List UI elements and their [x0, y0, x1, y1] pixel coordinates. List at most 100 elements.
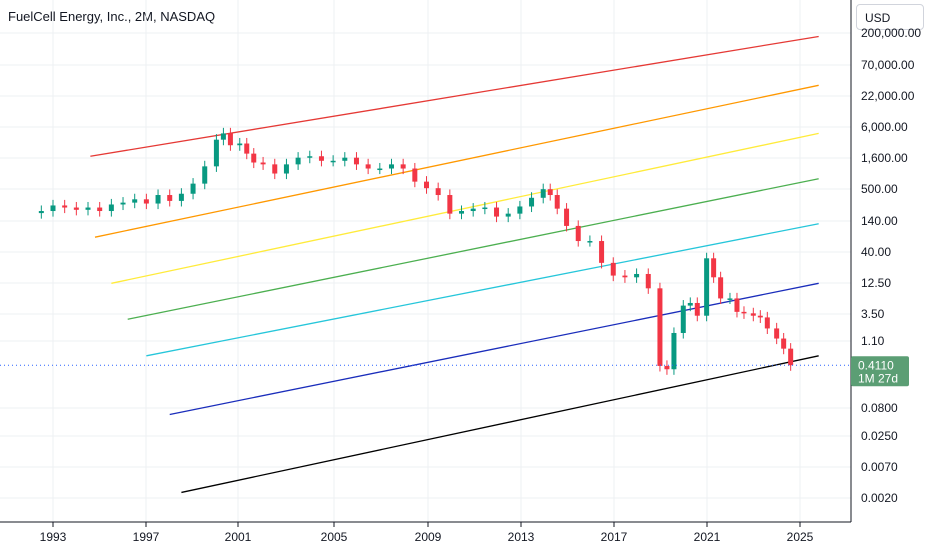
- x-tick-label: 1993: [40, 530, 67, 544]
- y-tick-label: 22,000.00: [861, 89, 915, 103]
- candle-body: [788, 348, 794, 366]
- candle-body: [178, 193, 184, 201]
- candle-body: [365, 164, 371, 169]
- candle-body: [400, 164, 406, 169]
- channel-line: [111, 132, 819, 284]
- candle-body: [143, 199, 149, 204]
- candle-body: [342, 157, 348, 161]
- candle-body: [711, 258, 717, 278]
- channel-line: [181, 355, 819, 494]
- currency-selector[interactable]: USD: [856, 4, 924, 30]
- candle-body: [757, 315, 763, 318]
- candle-body: [664, 365, 670, 370]
- y-tick-label: 70,000.00: [861, 58, 915, 72]
- candle-body: [237, 143, 243, 146]
- candle-body: [494, 207, 500, 217]
- candle-body: [727, 298, 733, 300]
- candle-body: [377, 168, 383, 171]
- candle-body: [540, 189, 546, 198]
- candle-body: [167, 195, 173, 201]
- x-tick-label: 2001: [225, 530, 252, 544]
- channel-line: [127, 178, 819, 320]
- candle-body: [435, 188, 441, 196]
- candle-body: [85, 207, 91, 210]
- channel-line: [94, 84, 819, 238]
- last-price-value: 0.4110: [858, 358, 894, 372]
- candle-body: [529, 197, 535, 207]
- candle-body: [781, 338, 787, 349]
- y-tick-label: 0.0800: [861, 401, 898, 415]
- y-tick-label: 12.50: [861, 276, 891, 290]
- x-tick-label: 2025: [787, 530, 814, 544]
- candle-body: [318, 156, 324, 161]
- candle-body: [671, 332, 677, 370]
- time-axis[interactable]: 1993 1997 2001 2005 2009 2013 2017 2021 2025: [40, 522, 814, 544]
- candle-body: [564, 208, 570, 226]
- grid-lines: [0, 0, 851, 522]
- candle-body: [547, 189, 553, 196]
- candle-body: [587, 241, 593, 243]
- candle-body: [220, 133, 226, 140]
- candle-body: [120, 202, 126, 205]
- candle-body: [295, 157, 301, 165]
- y-tick-label: 6,000.00: [861, 120, 908, 134]
- candle-body: [764, 317, 770, 329]
- candle-body: [750, 313, 756, 316]
- candle-body: [447, 195, 453, 214]
- x-tick-label: 1997: [133, 530, 160, 544]
- y-tick-label: 200,000.00: [861, 26, 921, 40]
- last-price-countdown: 1M 27d: [858, 371, 898, 385]
- candle-body: [283, 164, 289, 174]
- y-tick-label: 3.50: [861, 307, 885, 321]
- candle-body: [599, 241, 605, 263]
- y-tick-label: 0.0020: [861, 491, 898, 505]
- candle-body: [645, 273, 651, 289]
- candle-body: [62, 205, 68, 208]
- candle-body: [774, 328, 780, 339]
- candle-body: [244, 143, 250, 154]
- candle-body: [680, 305, 686, 333]
- y-tick-label: 1,600.00: [861, 151, 908, 165]
- candle-body: [132, 199, 138, 203]
- candle-body: [741, 311, 747, 314]
- y-tick-label: 40.00: [861, 245, 891, 259]
- candle-body: [353, 157, 359, 165]
- candle-body: [202, 166, 208, 184]
- candle-body: [459, 211, 465, 214]
- y-tick-label: 0.0070: [861, 460, 898, 474]
- candle-body: [388, 164, 394, 169]
- candle-body: [412, 168, 418, 182]
- candle-body: [554, 195, 560, 209]
- channel-lines: [90, 35, 819, 494]
- candle-body: [50, 205, 56, 212]
- candle-body: [517, 206, 523, 214]
- candle-body: [470, 208, 476, 212]
- x-tick-label: 2013: [508, 530, 535, 544]
- x-tick-label: 2005: [321, 530, 348, 544]
- price-axis[interactable]: 200,000.00 70,000.00 22,000.00 6,000.00 1,60…: [861, 26, 921, 505]
- candle-body: [38, 211, 44, 214]
- last-price-tag-bg: [851, 356, 909, 387]
- candle-body: [687, 302, 693, 306]
- candle-body: [718, 277, 724, 299]
- candle-body: [227, 133, 233, 146]
- channel-line: [169, 282, 819, 416]
- candle-body: [694, 302, 700, 316]
- candle-body: [575, 225, 581, 242]
- candle-body: [213, 139, 219, 167]
- candle-body: [610, 262, 616, 276]
- y-tick-label: 0.0250: [861, 429, 898, 443]
- candle-body: [251, 153, 257, 163]
- candle-body: [190, 183, 196, 194]
- candle-body: [330, 160, 336, 163]
- candle-body: [307, 156, 313, 158]
- candle-body: [505, 213, 511, 217]
- y-tick-label: 1.10: [861, 334, 885, 348]
- x-tick-label: 2009: [415, 530, 442, 544]
- candle-body: [108, 204, 114, 212]
- candle-body: [634, 273, 640, 278]
- candlestick-series: [38, 127, 794, 375]
- candle-body: [155, 195, 161, 204]
- candle-body: [734, 298, 740, 312]
- candle-body: [73, 207, 79, 210]
